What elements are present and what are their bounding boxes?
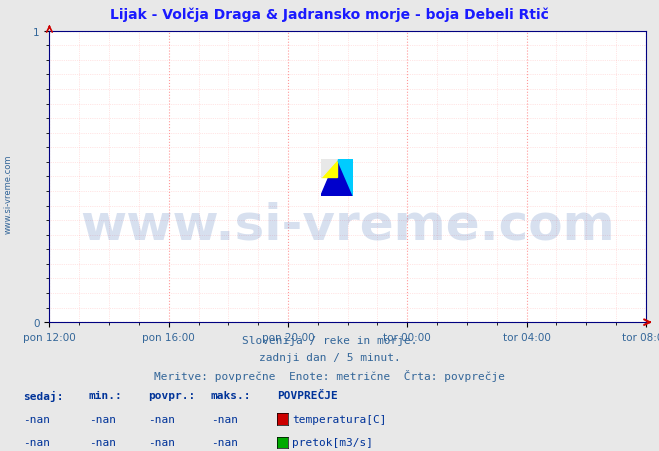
Bar [321, 159, 337, 178]
Text: www.si-vreme.com: www.si-vreme.com [80, 202, 615, 249]
Text: -nan: -nan [148, 414, 175, 424]
Text: povpr.:: povpr.: [148, 391, 196, 400]
Text: -nan: -nan [148, 437, 175, 447]
Text: sedaj:: sedaj: [23, 390, 63, 401]
Text: Slovenija / reke in morje.: Slovenija / reke in morje. [242, 336, 417, 345]
Text: Meritve: povprečne  Enote: metrične  Črta: povprečje: Meritve: povprečne Enote: metrične Črta:… [154, 369, 505, 381]
Text: -nan: -nan [23, 437, 50, 447]
Text: Lijak - Volčja Draga & Jadransko morje - boja Debeli Rtič: Lijak - Volčja Draga & Jadransko morje -… [110, 7, 549, 22]
Polygon shape [321, 159, 353, 196]
Text: zadnji dan / 5 minut.: zadnji dan / 5 minut. [258, 353, 401, 363]
Polygon shape [337, 159, 353, 196]
Text: maks.:: maks.: [211, 391, 251, 400]
Text: -nan: -nan [89, 414, 116, 424]
Text: -nan: -nan [23, 414, 50, 424]
Text: min.:: min.: [89, 391, 123, 400]
Text: www.si-vreme.com: www.si-vreme.com [3, 154, 13, 234]
Text: -nan: -nan [211, 414, 238, 424]
Text: pretok[m3/s]: pretok[m3/s] [292, 437, 373, 447]
Text: temperatura[C]: temperatura[C] [292, 414, 386, 424]
Text: POVPREČJE: POVPREČJE [277, 391, 337, 400]
Text: -nan: -nan [211, 437, 238, 447]
Text: -nan: -nan [89, 437, 116, 447]
Polygon shape [321, 159, 337, 178]
